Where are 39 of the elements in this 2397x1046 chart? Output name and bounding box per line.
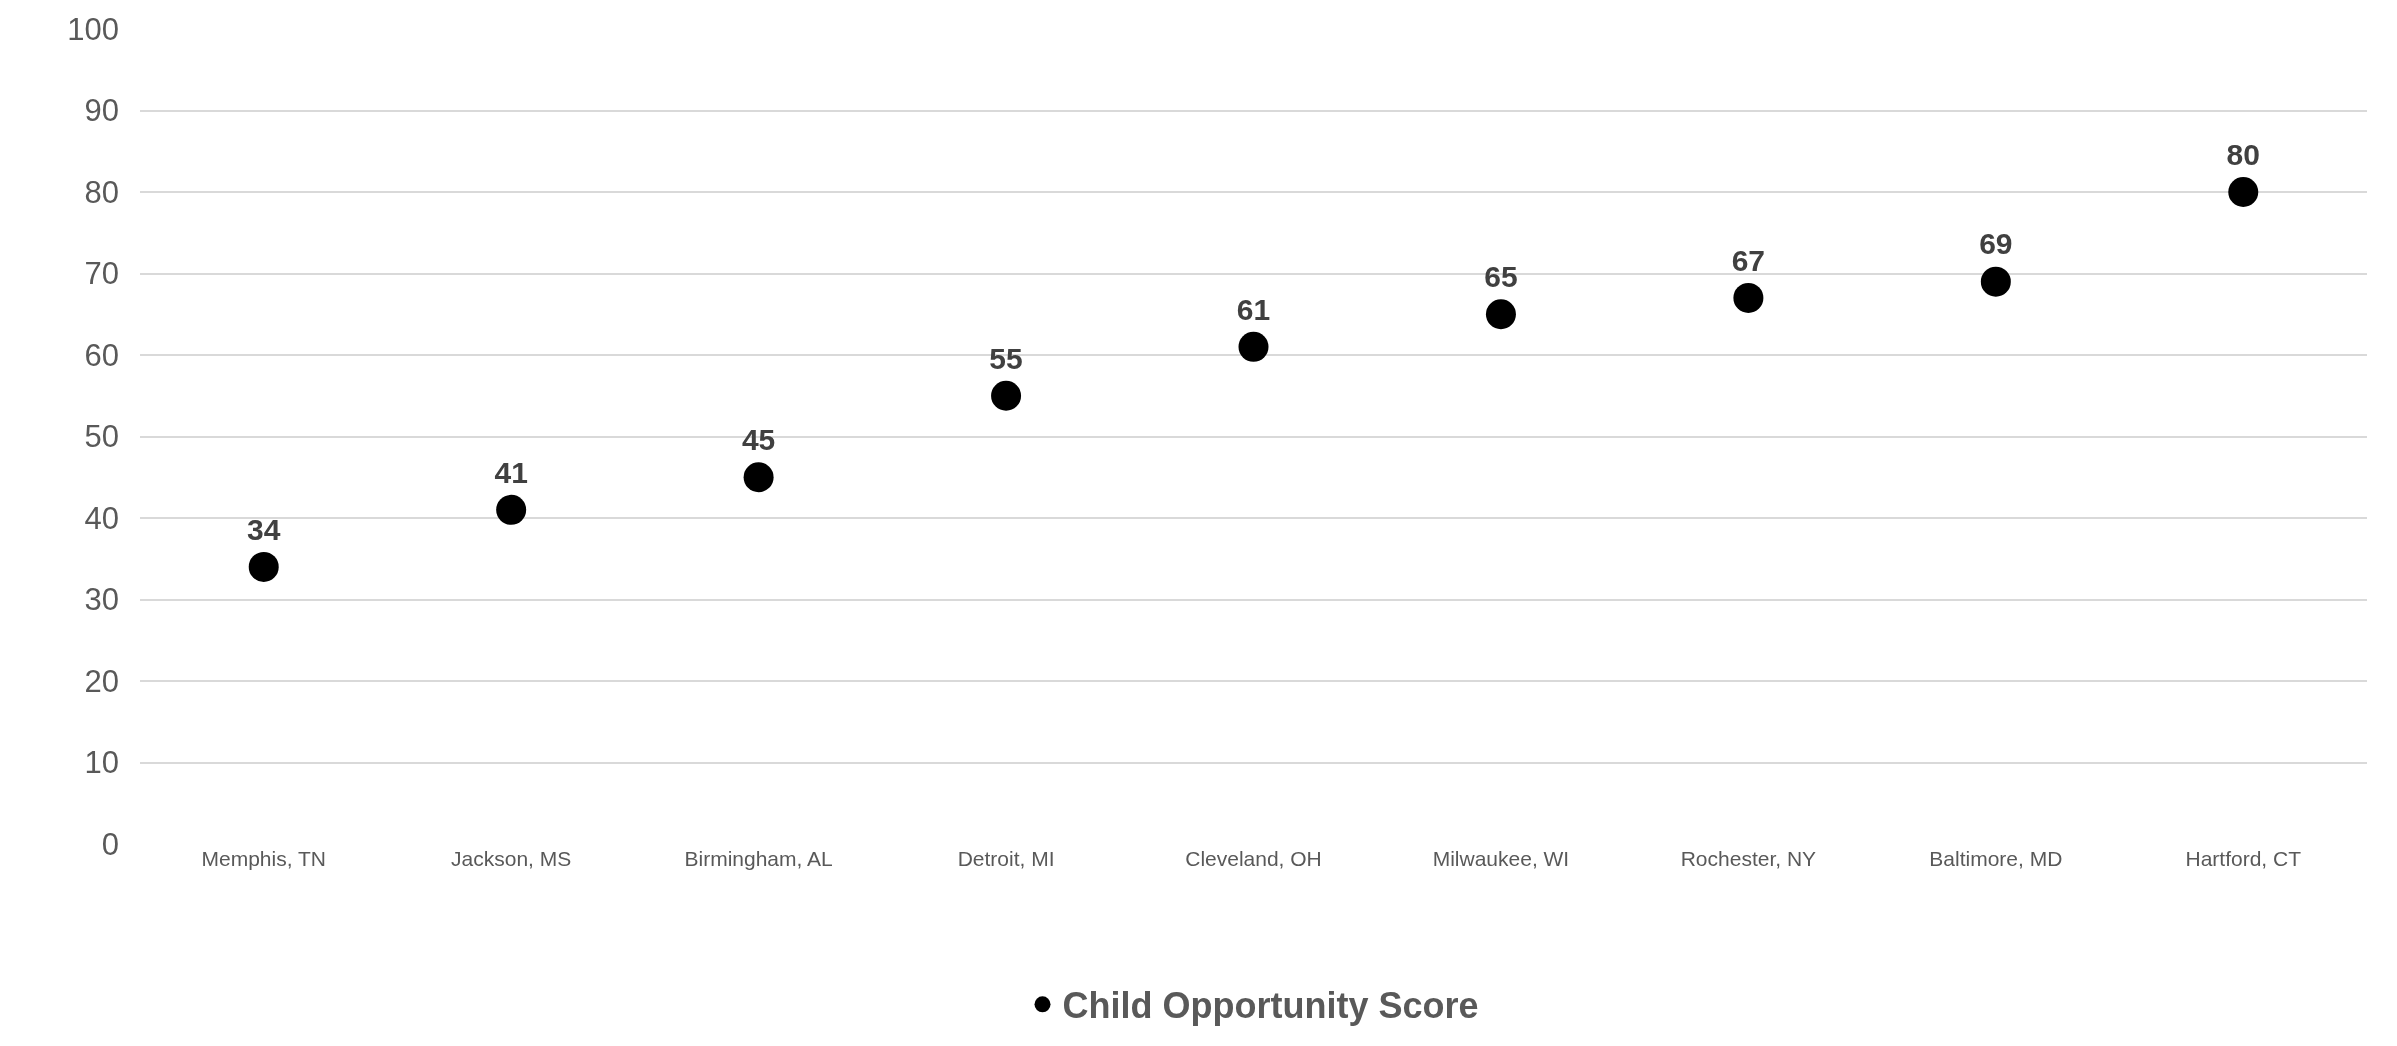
point	[1733, 282, 1764, 313]
x-tick-label: Hartford, CT	[2185, 847, 2302, 870]
y-tick-label: 0	[101, 826, 119, 862]
x-tick-label: Memphis, TN	[201, 847, 326, 870]
x-tick-label: Detroit, MI	[957, 847, 1055, 870]
legend-label: Child Opportunity Score	[1062, 985, 1479, 1027]
y-tick-label: 70	[84, 256, 119, 292]
x-tick-label: Cleveland, OH	[1185, 847, 1322, 870]
x-tick-label: Milwaukee, WI	[1432, 847, 1570, 870]
data-label: 61	[1236, 292, 1271, 326]
y-tick-label: 80	[84, 174, 119, 210]
y-tick-label: 60	[84, 337, 119, 373]
data-label: 41	[494, 455, 528, 489]
point	[248, 551, 279, 582]
y-tick-label: 40	[84, 500, 119, 536]
data-label: 45	[741, 423, 776, 456]
data-label: 67	[1731, 243, 1766, 277]
data-label: 80	[2226, 137, 2260, 171]
point	[496, 494, 527, 525]
x-tick-label: Jackson, MS	[451, 847, 572, 870]
y-tick-label: 30	[84, 582, 119, 618]
y-tick-label: 100	[67, 11, 119, 47]
y-tick-label: 20	[84, 663, 119, 699]
x-tick-label: Baltimore, MD	[1929, 847, 2063, 870]
point	[1485, 299, 1516, 330]
point	[743, 462, 774, 493]
data-label: 55	[989, 341, 1023, 375]
data-label: 69	[1979, 227, 2013, 261]
data-label: 34	[247, 512, 281, 546]
y-tick-label: 90	[84, 93, 119, 129]
point	[991, 380, 1022, 411]
y-tick-label: 50	[84, 419, 119, 455]
x-tick-label: Birmingham, AL	[684, 847, 833, 870]
x-tick-label: Rochester, NY	[1680, 847, 1817, 870]
point	[2228, 177, 2259, 207]
point	[1980, 266, 2011, 297]
point	[1238, 331, 1269, 362]
data-label: 65	[1484, 260, 1518, 293]
y-tick-label: 10	[84, 745, 119, 781]
